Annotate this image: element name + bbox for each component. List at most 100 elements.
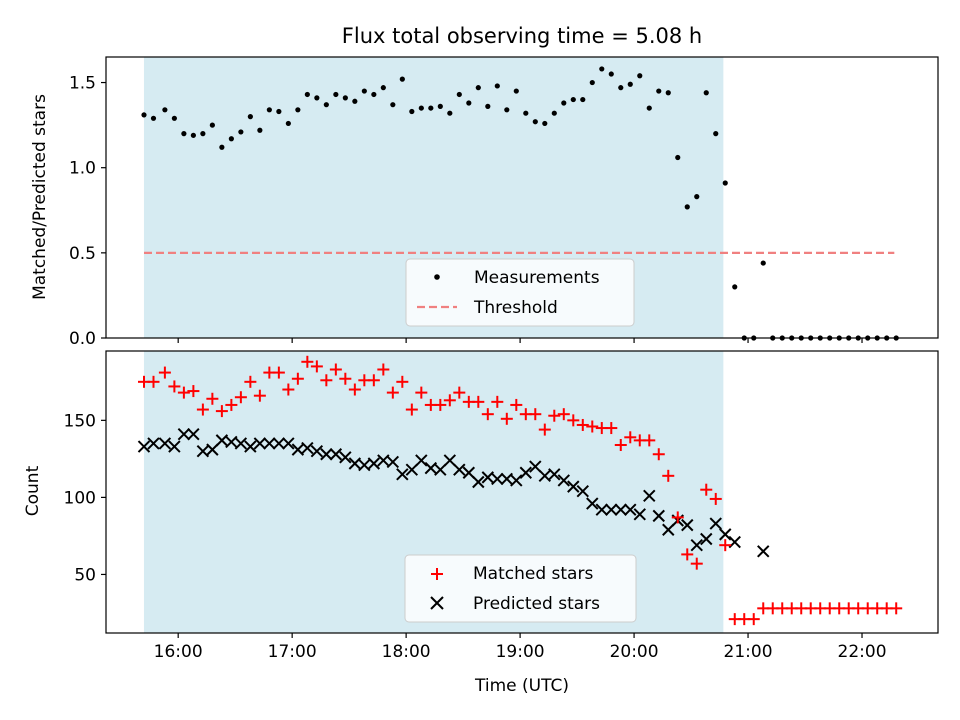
top-y-ticks: 0.0 0.5 1.0 1.5 [69, 74, 106, 349]
measurement-point [200, 131, 206, 137]
predicted-star-point [633, 508, 646, 521]
bottom-plot-frame [105, 350, 939, 634]
measurement-point [570, 96, 576, 103]
matched-star-point [491, 395, 504, 408]
matched-star-point [567, 414, 580, 427]
bottom-x-tick-label: 19:00 [496, 642, 545, 662]
measurement-point [190, 132, 196, 138]
matched-star-point [415, 386, 428, 399]
matched-star-point [557, 408, 570, 421]
bottom-x-tick-label: 22:00 [838, 642, 887, 662]
measurement-point [361, 88, 367, 94]
predicted-star-point [282, 437, 295, 450]
measurement-point [257, 127, 263, 133]
predicted-star-point [548, 468, 561, 481]
measurement-point [162, 107, 168, 113]
predicted-star-point [348, 457, 362, 470]
predicted-star-points [137, 428, 770, 558]
matched-star-point [253, 389, 266, 402]
predicted-star-point [215, 434, 229, 447]
matched-star-point [548, 409, 561, 422]
measurement-point [219, 144, 225, 150]
matched-star-point [215, 405, 228, 418]
matched-star-point [500, 412, 513, 425]
predicted-star-point [329, 448, 343, 461]
predicted-star-point [206, 443, 219, 456]
top-y-tick-label: 1.0 [69, 159, 96, 179]
matched-star-point [168, 380, 181, 393]
predicted-star-point [624, 503, 637, 516]
predicted-star-point [339, 451, 352, 464]
measurement-point [618, 85, 624, 91]
measurement-point [428, 105, 434, 111]
bottom-y-tick-label: 150 [64, 411, 96, 431]
matched-star-point [225, 398, 238, 411]
matched-star-point [310, 360, 323, 373]
predicted-star-point [147, 437, 160, 450]
measurement-point [171, 115, 177, 121]
measurement-point [760, 260, 766, 266]
bottom-x-tick-label: 18:00 [382, 642, 431, 662]
measurement-point [228, 136, 234, 142]
measurement-point [504, 107, 510, 113]
matched-star-point [690, 557, 703, 570]
measurement-point [399, 76, 405, 82]
measurement-point [694, 194, 700, 200]
legend-threshold-label: Threshold [473, 298, 558, 318]
top-y-tick-label: 0.5 [69, 244, 96, 264]
predicted-star-point [700, 532, 713, 546]
matched-star-point [234, 391, 247, 404]
legend-measurements-label: Measurements [474, 268, 600, 288]
measurement-point [352, 98, 358, 104]
measurement-point [475, 85, 481, 91]
measurement-point [551, 110, 557, 116]
measurement-point [371, 91, 377, 98]
measurement-point [656, 88, 662, 94]
matched-star-point [329, 363, 342, 376]
matched-star-point [510, 398, 523, 411]
predicted-star-point [510, 474, 523, 487]
bottom-y-ticks: 50 100 150 [64, 411, 106, 585]
top-x-ticks [177, 338, 863, 343]
matched-star-point [481, 408, 494, 421]
matched-star-point [747, 613, 760, 626]
matched-star-point [586, 420, 599, 433]
matched-star-point [529, 408, 542, 421]
matched-star-point [624, 431, 637, 444]
matched-star-point [890, 602, 903, 615]
predicted-star-point [187, 428, 200, 441]
predicted-star-point [225, 435, 238, 449]
measurement-point [266, 107, 272, 113]
predicted-star-point [709, 517, 722, 530]
matched-star-points [137, 355, 903, 626]
predicted-star-point [434, 463, 447, 476]
legend-measurements-marker [434, 274, 440, 280]
predicted-star-point [137, 440, 151, 453]
bottom-legend-box [404, 554, 637, 623]
matched-star-point [538, 423, 551, 436]
matched-star-point [652, 448, 665, 461]
measurement-point [276, 108, 282, 115]
predicted-star-point [367, 457, 381, 470]
measurement-point [589, 79, 595, 86]
predicted-star-point [424, 461, 438, 475]
matched-star-point [348, 383, 361, 396]
predicted-star-point [415, 454, 428, 467]
measurement-point [209, 122, 215, 128]
measurement-point [333, 91, 339, 98]
matched-star-point [386, 386, 399, 399]
predicted-star-point [491, 472, 504, 486]
predicted-star-point [586, 497, 599, 510]
matched-star-point [396, 375, 409, 388]
predicted-star-point [652, 509, 665, 523]
predicted-star-point [405, 463, 419, 476]
bottom-y-axis-label: Count [23, 465, 43, 516]
predicted-star-point [386, 455, 400, 469]
measurement-point [314, 95, 320, 101]
predicted-star-point [396, 468, 409, 481]
measurement-point [418, 105, 424, 111]
top-legend-box [405, 258, 635, 327]
matched-star-point [206, 392, 219, 405]
measurement-point [561, 100, 567, 106]
predicted-star-point [757, 545, 770, 558]
